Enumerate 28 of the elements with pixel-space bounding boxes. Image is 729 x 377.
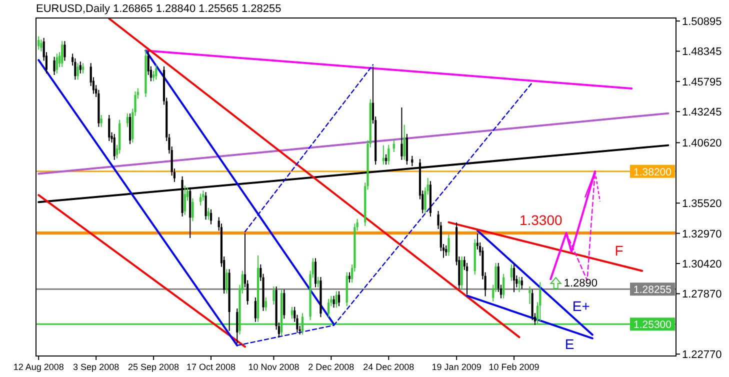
y-tick-label: 1.48345 bbox=[682, 46, 722, 58]
x-tick-label: 3 Sep 2008 bbox=[73, 362, 120, 372]
series-label: E+ bbox=[572, 298, 590, 314]
y-tick-label: 1.27870 bbox=[682, 288, 722, 301]
y-tick-label: 1.40620 bbox=[682, 138, 722, 150]
x-tick-label: 2 Dec 2008 bbox=[308, 362, 354, 372]
y-tick-label: 1.45795 bbox=[682, 76, 722, 88]
x-tick-label: 25 Sep 2008 bbox=[128, 362, 180, 372]
ref-line-label: 1.38200 bbox=[634, 166, 672, 178]
ref-line-label: 1.28255 bbox=[634, 284, 672, 296]
y-tick-label: 1.22770 bbox=[682, 349, 722, 362]
y-tick-label: 1.50895 bbox=[682, 16, 722, 28]
x-tick-label: 17 Oct 2008 bbox=[186, 362, 236, 372]
x-tick-label: 10 Feb 2009 bbox=[488, 362, 540, 372]
x-tick-label: 19 Jan 2009 bbox=[432, 362, 482, 372]
annotation: 1.2890 bbox=[564, 278, 598, 290]
series-label: E bbox=[564, 336, 574, 352]
chart-title: EURUSD,Daily 1.26865 1.28840 1.25565 1.28255 bbox=[36, 3, 282, 15]
x-tick-label: 24 Dec 2008 bbox=[363, 362, 414, 372]
x-tick-label: 10 Nov 2008 bbox=[248, 362, 300, 372]
y-tick-label: 1.43245 bbox=[682, 106, 722, 119]
y-tick-label: 1.30420 bbox=[682, 258, 722, 271]
ref-line-label: 1.25300 bbox=[634, 319, 672, 332]
y-tick-label: 1.35520 bbox=[682, 198, 722, 210]
x-tick-label: 12 Aug 2008 bbox=[13, 362, 64, 372]
annotation: 1.3300 bbox=[519, 212, 562, 228]
series-label: F bbox=[614, 242, 624, 259]
y-tick-label: 1.32970 bbox=[682, 228, 722, 240]
